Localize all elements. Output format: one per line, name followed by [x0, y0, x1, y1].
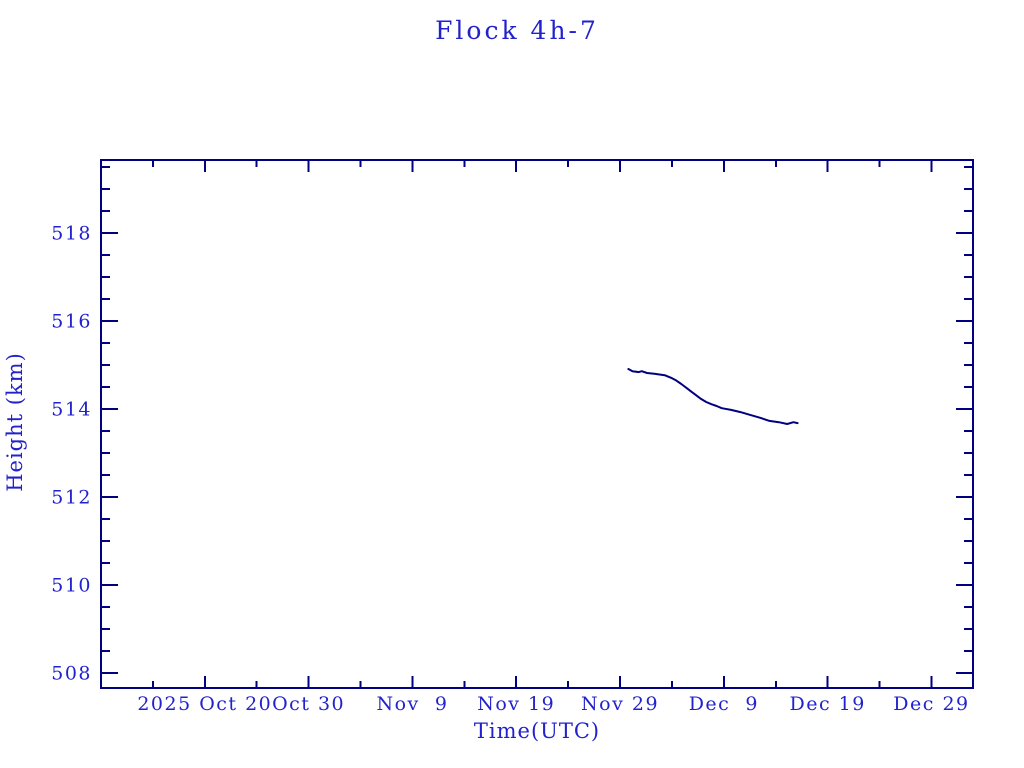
- plot-box: [100, 159, 974, 689]
- x-tick-label: Oct 30: [272, 693, 345, 715]
- y-tick-label: 510: [51, 575, 92, 597]
- y-tick-label: 514: [51, 399, 92, 421]
- y-tick-label: 518: [51, 223, 92, 245]
- y-tick-label: 516: [51, 311, 92, 333]
- x-tick-label: Dec 29: [893, 693, 969, 715]
- x-tick-label: Dec 19: [789, 693, 865, 715]
- data-line: [627, 368, 799, 425]
- chart-title: Flock 4h-7: [435, 16, 599, 45]
- x-axis-label: Time(UTC): [473, 719, 601, 743]
- y-tick-label: 508: [51, 663, 92, 685]
- y-axis-label: Height (km): [3, 352, 27, 492]
- y-tick-label: 512: [51, 487, 92, 509]
- x-tick-label: 2025 Oct 20: [137, 693, 272, 715]
- x-tick-label: Dec 9: [689, 693, 759, 715]
- x-tick-label: Nov 29: [581, 693, 659, 715]
- x-tick-label: Nov 19: [477, 693, 555, 715]
- x-tick-label: Nov 9: [376, 693, 448, 715]
